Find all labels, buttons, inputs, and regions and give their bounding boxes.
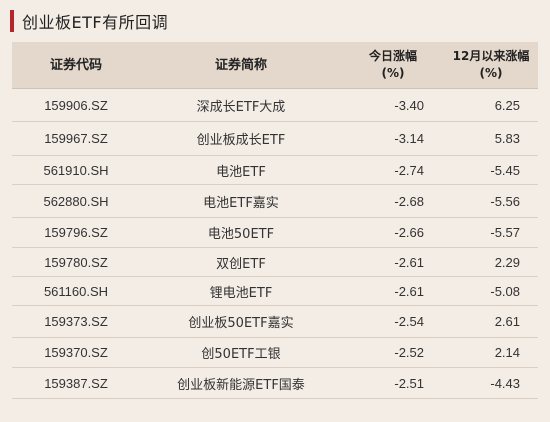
cell-since-dec-change: -5.45	[444, 155, 538, 185]
cell-code: 159906.SZ	[12, 88, 140, 122]
cell-today-change: -2.54	[342, 305, 444, 338]
cell-name: 深成长ETF大成	[140, 88, 342, 122]
header-today: 今日涨幅 (%)	[342, 42, 444, 89]
table-header-row: 证券代码 证券简称 今日涨幅 (%) 12月以来涨幅 (%)	[12, 42, 538, 89]
title-bar: 创业板ETF有所回调	[10, 8, 168, 34]
cell-today-change: -2.51	[342, 367, 444, 399]
header-today-unit: (%)	[381, 66, 405, 80]
header-name: 证券简称	[140, 42, 342, 89]
etf-table: 证券代码 证券简称 今日涨幅 (%) 12月以来涨幅 (%) 159906.SZ…	[12, 42, 538, 399]
cell-since-dec-change: -4.43	[444, 367, 538, 399]
cell-today-change: -2.61	[342, 247, 444, 277]
cell-name: 电池50ETF	[140, 217, 342, 248]
header-name-label: 证券简称	[214, 57, 267, 73]
header-code-label: 证券代码	[49, 57, 102, 73]
cell-code: 159796.SZ	[12, 217, 140, 248]
table-row: 159796.SZ 电池50ETF -2.66 -5.57	[12, 217, 538, 248]
cell-name: 锂电池ETF	[140, 276, 342, 306]
cell-name: 创业板新能源ETF国泰	[140, 367, 342, 399]
cell-code: 159967.SZ	[12, 121, 140, 156]
cell-code: 159370.SZ	[12, 337, 140, 368]
table-row: 159373.SZ 创业板50ETF嘉实 -2.54 2.61	[12, 305, 538, 338]
table-row: 562880.SH 电池ETF嘉实 -2.68 -5.56	[12, 184, 538, 218]
cell-name: 创50ETF工银	[140, 337, 342, 368]
cell-code: 159387.SZ	[12, 367, 140, 399]
cell-since-dec-change: -5.57	[444, 217, 538, 248]
cell-today-change: -3.14	[342, 121, 444, 156]
etf-table-container: 证券代码 证券简称 今日涨幅 (%) 12月以来涨幅 (%) 159906.SZ…	[12, 42, 538, 399]
cell-name: 创业板50ETF嘉实	[140, 305, 342, 338]
cell-since-dec-change: -5.08	[444, 276, 538, 306]
cell-code: 561910.SH	[12, 155, 140, 185]
cell-today-change: -3.40	[342, 88, 444, 122]
cell-since-dec-change: 5.83	[444, 121, 538, 156]
header-code: 证券代码	[12, 42, 140, 89]
header-since-dec-label: 12月以来涨幅	[452, 49, 530, 63]
table-row: 561160.SH 锂电池ETF -2.61 -5.08	[12, 276, 538, 306]
table-row: 561910.SH 电池ETF -2.74 -5.45	[12, 155, 538, 185]
cell-today-change: -2.52	[342, 337, 444, 368]
cell-today-change: -2.74	[342, 155, 444, 185]
table-row: 159370.SZ 创50ETF工银 -2.52 2.14	[12, 337, 538, 368]
cell-since-dec-change: 6.25	[444, 88, 538, 122]
header-since-dec-unit: (%)	[479, 66, 503, 80]
cell-since-dec-change: 2.61	[444, 305, 538, 338]
table-row: 159387.SZ 创业板新能源ETF国泰 -2.51 -4.43	[12, 367, 538, 399]
cell-since-dec-change: 2.14	[444, 337, 538, 368]
table-row: 159906.SZ 深成长ETF大成 -3.40 6.25	[12, 88, 538, 122]
cell-code: 159373.SZ	[12, 305, 140, 338]
table-body: 159906.SZ 深成长ETF大成 -3.40 6.25 159967.SZ 创业板成长…	[12, 88, 538, 399]
cell-name: 双创ETF	[140, 247, 342, 277]
header-today-label: 今日涨幅	[368, 49, 417, 63]
table-row: 159967.SZ 创业板成长ETF -3.14 5.83	[12, 121, 538, 156]
cell-today-change: -2.61	[342, 276, 444, 306]
cell-today-change: -2.66	[342, 217, 444, 248]
cell-code: 562880.SH	[12, 184, 140, 218]
cell-code: 561160.SH	[12, 276, 140, 306]
page-title: 创业板ETF有所回调	[22, 13, 169, 32]
cell-name: 电池ETF	[140, 155, 342, 185]
title-accent-bar	[10, 10, 14, 32]
cell-since-dec-change: -5.56	[444, 184, 538, 218]
cell-today-change: -2.68	[342, 184, 444, 218]
table-row: 159780.SZ 双创ETF -2.61 2.29	[12, 247, 538, 277]
cell-name: 电池ETF嘉实	[140, 184, 342, 218]
cell-since-dec-change: 2.29	[444, 247, 538, 277]
cell-code: 159780.SZ	[12, 247, 140, 277]
header-since-dec: 12月以来涨幅 (%)	[444, 42, 538, 89]
cell-name: 创业板成长ETF	[140, 121, 342, 156]
